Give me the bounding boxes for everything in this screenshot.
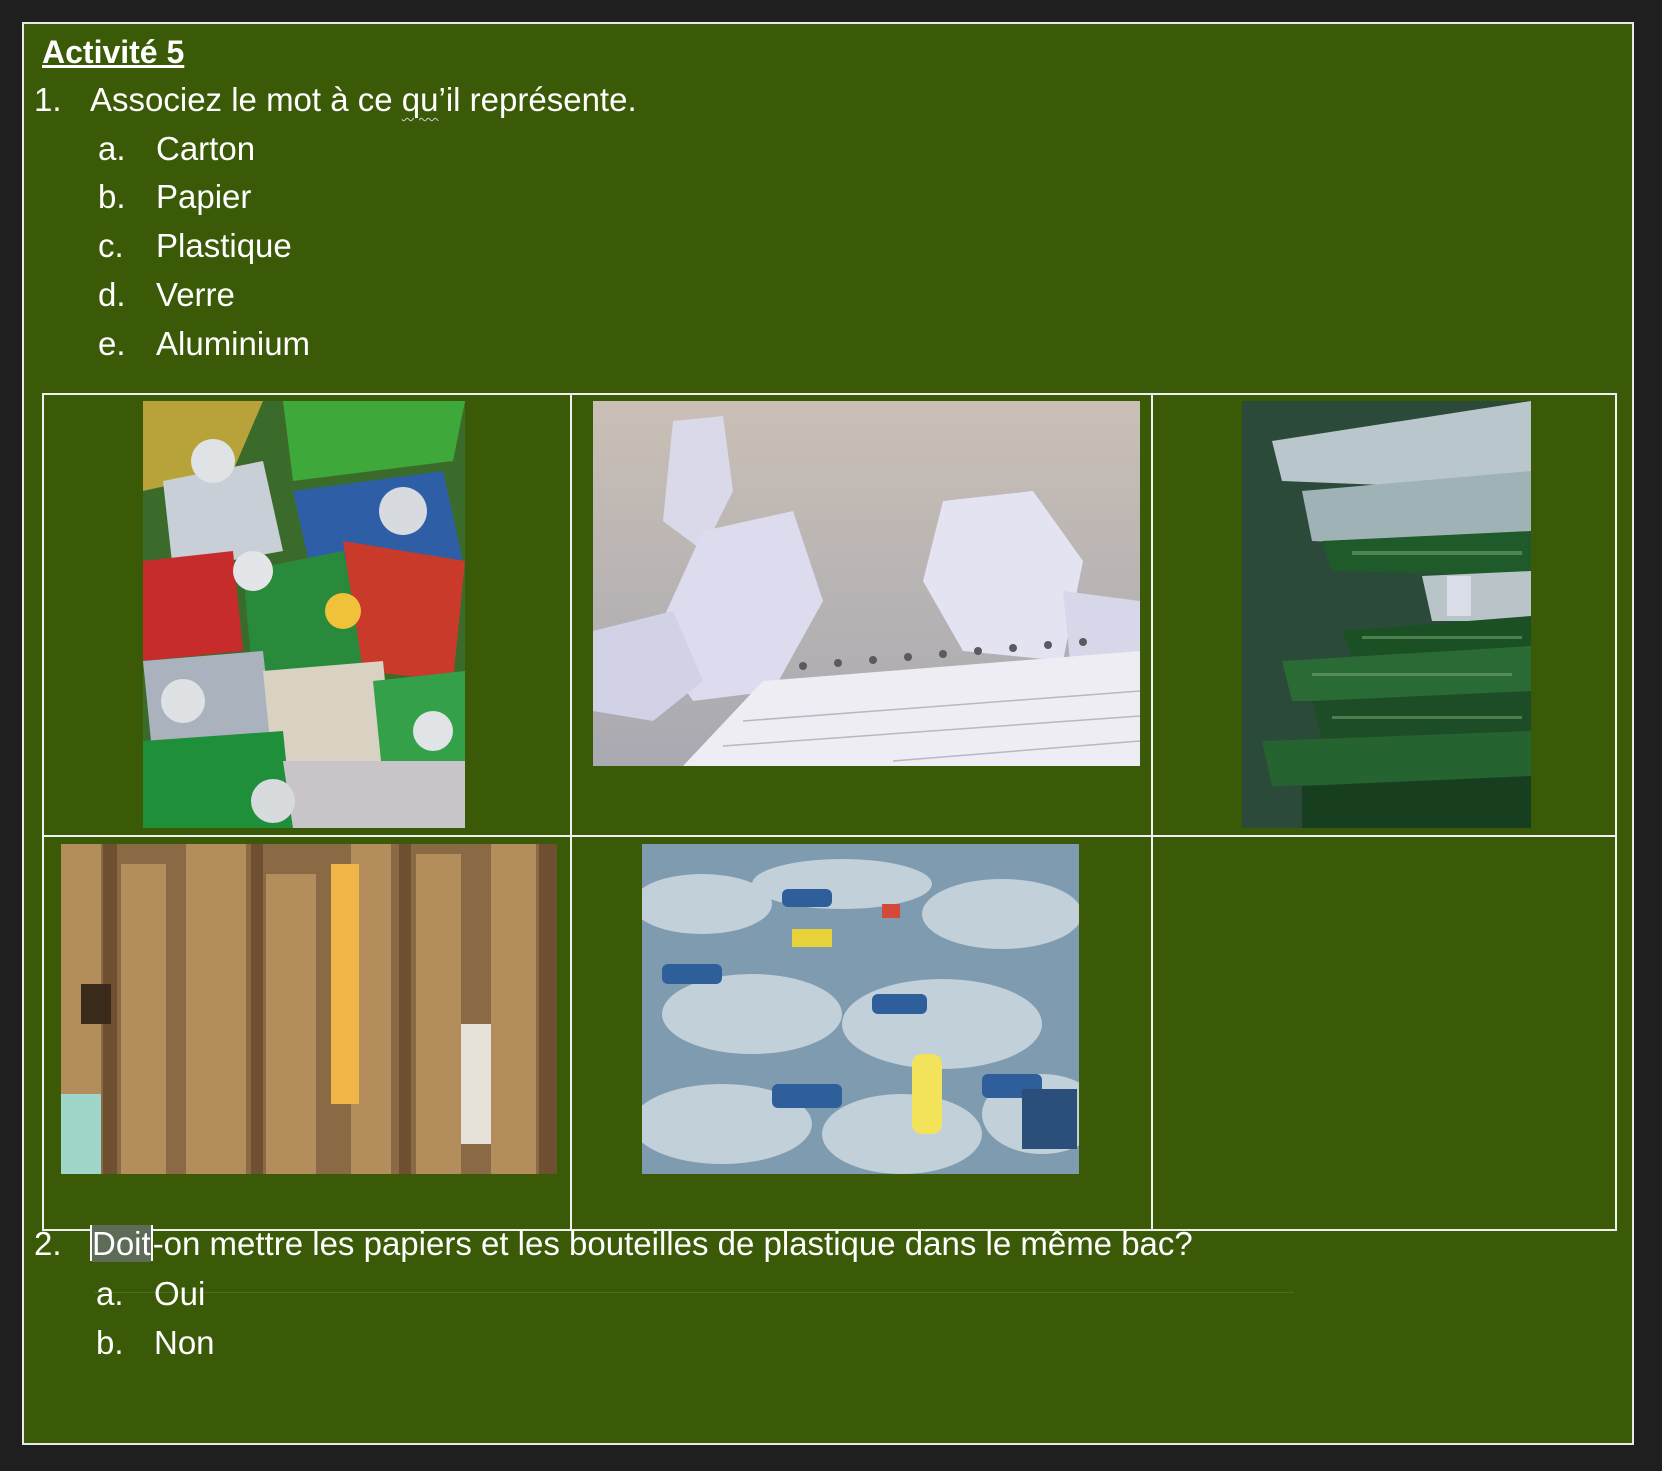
table-row-divider (44, 835, 1615, 837)
text-cursor (150, 1225, 153, 1261)
paragraph-mark-line (94, 1292, 1294, 1293)
photo-crumpled-paper[interactable] (593, 401, 1140, 766)
option-letter: a. (96, 1275, 124, 1312)
spellcheck-marked-word[interactable]: qu (401, 81, 439, 118)
question-1-text-end: ’il représente. (438, 81, 637, 118)
question-2-number: 2. (34, 1225, 62, 1262)
option-letter: b. (96, 1324, 124, 1361)
question-1-text-start: Associez le mot à ce (90, 81, 402, 118)
option-label: Plastique (156, 227, 292, 264)
document-page: Activité 5 1. Associez le mot à ce qu’il … (22, 22, 1634, 1445)
option-label: Aluminium (156, 325, 311, 362)
option-letter: d. (98, 276, 126, 313)
photo-aluminium-cans[interactable] (143, 401, 465, 828)
option-b-papier[interactable]: b. Papier (98, 178, 251, 216)
question-1[interactable]: 1. Associez le mot à ce qu’il représente. (34, 81, 637, 119)
option-label: Papier (156, 178, 252, 215)
option-label: Oui (154, 1275, 206, 1312)
option-b-non[interactable]: b. Non (96, 1324, 215, 1362)
photo-flattened-cardboard[interactable] (61, 844, 557, 1174)
option-letter: c. (98, 227, 124, 264)
photo-plastic-bottles[interactable] (642, 844, 1079, 1174)
table-column-divider (570, 395, 572, 1229)
question-2[interactable]: 2. Doit-on mettre les papiers et les bout… (34, 1225, 1193, 1263)
text-cursor (90, 1225, 92, 1261)
option-label: Carton (156, 130, 256, 167)
question-1-number: 1. (34, 81, 62, 118)
option-a-carton[interactable]: a. Carton (98, 130, 255, 168)
option-a-oui[interactable]: a. Oui (96, 1275, 205, 1313)
activity-heading: Activité 5 (42, 34, 185, 70)
photo-glass-bottles[interactable] (1242, 401, 1531, 828)
option-label: Non (154, 1324, 215, 1361)
option-e-aluminium[interactable]: e. Aluminium (98, 325, 310, 363)
selected-word[interactable]: Doit (92, 1225, 151, 1262)
option-d-verre[interactable]: d. Verre (98, 276, 235, 314)
question-2-text: -on mettre les papiers et les bouteilles… (152, 1225, 1193, 1262)
option-c-plastique[interactable]: c. Plastique (98, 227, 292, 265)
table-column-divider (1151, 395, 1153, 1229)
option-letter: b. (98, 178, 126, 215)
option-letter: e. (98, 325, 126, 362)
option-label: Verre (156, 276, 235, 313)
option-letter: a. (98, 130, 126, 167)
image-table (42, 393, 1617, 1231)
